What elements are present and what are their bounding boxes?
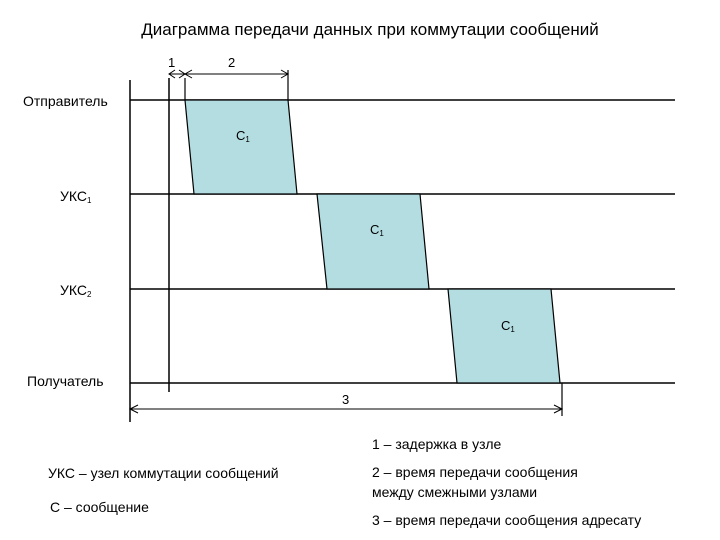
- transfer-arrow: [183, 69, 290, 79]
- message-block-3: [447, 288, 561, 384]
- message-label-1: C1: [236, 128, 250, 144]
- total-time-arrow: [128, 404, 564, 414]
- legend-item-2-line1: 2 – время передачи сообщения: [372, 464, 578, 480]
- message-label-3: C1: [501, 318, 515, 334]
- row-label-node1: УКС1: [60, 188, 92, 205]
- legend-message: С – сообщение: [50, 499, 149, 515]
- row-label-sender: Отправитель: [23, 93, 108, 109]
- legend-uks: УКС – узел коммутации сообщений: [48, 465, 279, 481]
- mark-label-1: 1: [168, 55, 176, 70]
- message-label-2: C1: [370, 222, 384, 238]
- mark-label-2: 2: [228, 55, 236, 70]
- legend-item-1: 1 – задержка в узле: [372, 436, 502, 452]
- mark-label-3: 3: [342, 392, 350, 407]
- legend-item-2-line2: между смежными узлами: [372, 484, 538, 500]
- row-label-node2: УКС2: [60, 282, 92, 299]
- message-block-2: [316, 193, 430, 290]
- message-block-1: [184, 99, 298, 195]
- row-label-receiver: Получатель: [27, 373, 104, 389]
- delay-arrow: [168, 69, 186, 79]
- legend-item-3: 3 – время передачи сообщения адресату: [372, 512, 642, 528]
- diagram-title: Диаграмма передачи данных при коммутации…: [141, 20, 599, 39]
